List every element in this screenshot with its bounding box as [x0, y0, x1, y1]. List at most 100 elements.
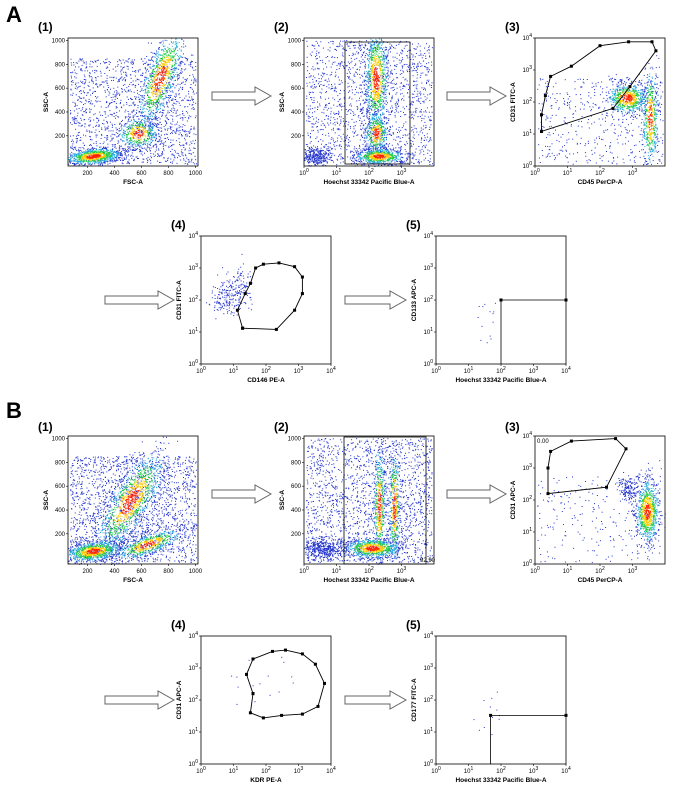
- y-tick-label: 400: [291, 110, 302, 116]
- y-tick-label: 100: [523, 559, 533, 568]
- y-tick-label: 600: [55, 86, 66, 92]
- gate-vertex: [543, 94, 547, 98]
- plot-frame: [67, 435, 199, 565]
- y-tick-label: 103: [189, 663, 199, 672]
- x-axis-label: Hoechst 33342 Pacific Blue-A: [323, 179, 414, 186]
- y-tick-label: 102: [424, 695, 434, 704]
- x-axis-label: FSC-A: [123, 179, 143, 186]
- x-tick-label: 104: [326, 766, 336, 775]
- x-tick-label: 800: [163, 171, 174, 177]
- y-tick-label: 102: [189, 695, 199, 704]
- x-tick-label: 102: [496, 766, 506, 775]
- x-axis-label: FSC-A: [123, 577, 143, 584]
- gate-vertex: [248, 281, 252, 285]
- event-dots: [206, 253, 253, 320]
- gate-vertex: [569, 64, 573, 68]
- gate-vertex: [598, 44, 602, 48]
- event-dots: [231, 656, 294, 705]
- gate: [499, 298, 568, 364]
- y-tick-label: 102: [424, 295, 434, 304]
- x-tick-label: 100: [431, 766, 441, 775]
- gate-vertex: [569, 439, 573, 443]
- gate-annotation: 0.00: [537, 439, 549, 445]
- y-tick-label: 1000: [288, 437, 302, 443]
- panel-label-b3: (3): [505, 420, 520, 434]
- x-tick-label: 101: [332, 168, 342, 177]
- gate-vertex: [245, 672, 248, 676]
- event-dots: [304, 38, 433, 167]
- plot-border: [435, 635, 567, 765]
- panel-label-b2: (2): [274, 420, 289, 434]
- gate-vertex: [614, 437, 618, 441]
- gate-vertex: [284, 648, 287, 652]
- y-tick-label: 100: [424, 359, 434, 368]
- y-tick-label: 103: [189, 263, 199, 272]
- x-tick-label: 102: [364, 566, 374, 575]
- gate-vertex: [243, 292, 247, 296]
- event-dots: [537, 55, 664, 166]
- gate-vertex: [251, 692, 255, 696]
- x-tick-label: 1000: [189, 171, 203, 177]
- plot-a1-fsc-ssc: 200 400 600 800 1000 1000 800 600 400 200 FSC-A SSC…: [43, 37, 203, 186]
- x-tick-label: 102: [595, 168, 605, 177]
- gate-vertex: [271, 649, 274, 653]
- event-dots: [304, 438, 433, 565]
- gate-vertex: [261, 262, 265, 266]
- y-tick-label: 200: [55, 532, 66, 538]
- y-tick-label: 600: [291, 86, 302, 92]
- x-tick-label: 101: [464, 766, 474, 775]
- y-tick-label: 400: [55, 508, 66, 514]
- y-tick-label: 102: [523, 97, 533, 106]
- x-tick-label: 800: [163, 569, 174, 575]
- plot-frame: [200, 635, 332, 765]
- y-tick-label: 101: [189, 727, 199, 736]
- gate-vertex: [540, 129, 543, 133]
- x-axis-label: CD45 PerCP-A: [578, 179, 623, 186]
- x-tick-label: 103: [529, 766, 539, 775]
- y-tick-label: 200: [291, 134, 302, 140]
- gate-vertex: [261, 716, 265, 720]
- x-tick-label: 200: [82, 569, 93, 575]
- y-axis-label: CD31 FITC-A: [510, 82, 517, 122]
- x-tick-label: 103: [628, 168, 638, 177]
- y-axis-label: SSC-A: [43, 92, 50, 113]
- y-axis-label: CD31 APC-A: [176, 680, 183, 719]
- y-axis-label: CD133 APC-A: [411, 279, 418, 322]
- panel-label-a5: (5): [406, 218, 421, 232]
- gate-vertex: [650, 40, 654, 44]
- x-tick-label: 101: [464, 366, 474, 375]
- y-tick-label: 102: [189, 295, 199, 304]
- y-tick-label: 1000: [52, 39, 66, 45]
- x-tick-label: 103: [294, 766, 304, 775]
- y-tick-label: 101: [424, 327, 434, 336]
- plot-frame: [435, 635, 567, 765]
- x-tick-label: 101: [563, 168, 573, 177]
- event-dots: [477, 302, 496, 344]
- y-tick-label: 400: [291, 508, 302, 514]
- gate-vertex: [627, 40, 631, 44]
- y-tick-label: 104: [424, 231, 434, 240]
- x-tick-label: 104: [326, 366, 336, 375]
- gate-vertex: [254, 266, 258, 270]
- plot-frame: [200, 235, 332, 365]
- gate: [344, 41, 411, 165]
- gate: [546, 437, 628, 496]
- arrow-a4-a5: [344, 290, 408, 310]
- x-tick-label: 103: [397, 566, 407, 575]
- gate-vertex: [235, 308, 239, 312]
- y-tick-label: 100: [189, 759, 199, 768]
- plot-b4-kdr-cd31: 100 101 102 103 104 104 103 102 101 100 KDR PE-A CD…: [176, 631, 336, 784]
- y-axis-label: CD31 FITC-A: [176, 280, 183, 320]
- gate-vertex: [280, 713, 284, 717]
- y-tick-label: 800: [55, 460, 66, 466]
- panel-label-a2: (2): [274, 20, 289, 34]
- x-tick-label: 102: [364, 168, 374, 177]
- y-tick-label: 104: [424, 631, 434, 640]
- gate-annotation: 92.90: [420, 558, 436, 564]
- gate-vertex: [540, 113, 543, 117]
- x-tick-label: 101: [229, 766, 239, 775]
- y-tick-label: 103: [523, 463, 533, 472]
- x-tick-label: 102: [595, 566, 605, 575]
- y-axis-label: CD31 APC-A: [510, 480, 517, 519]
- gate-vertex: [300, 712, 304, 716]
